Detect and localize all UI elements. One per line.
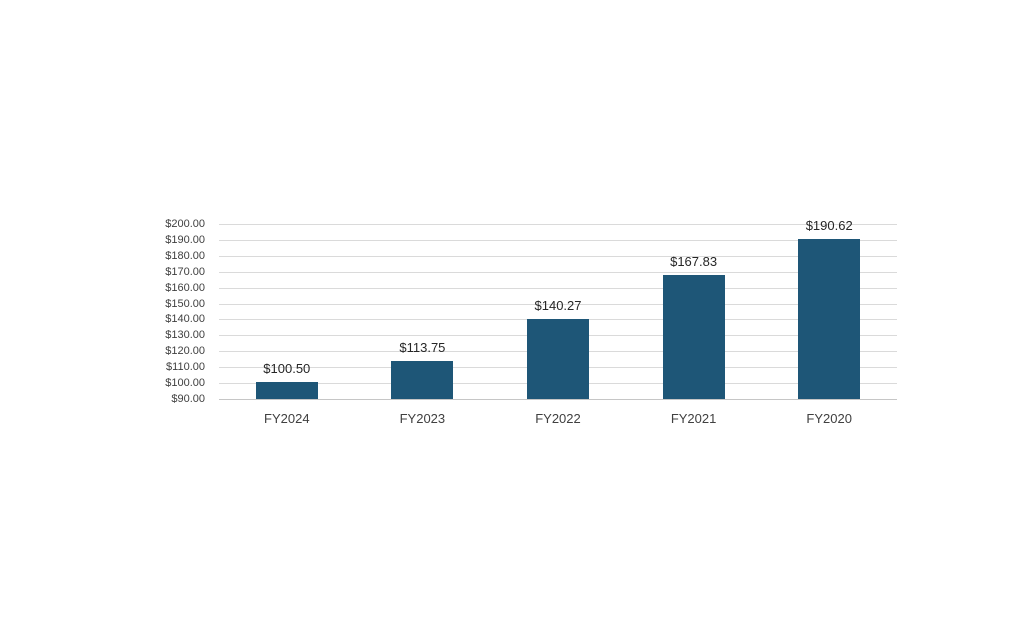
plot-area: $100.50 $113.75 $140.27 $167.83 $190.62 — [219, 218, 897, 400]
bar-value-label: $190.62 — [805, 217, 853, 233]
y-tick-label: $160.00 — [165, 281, 205, 294]
x-tick-label-fy2022: FY2022 — [535, 411, 581, 426]
y-tick-label: $200.00 — [165, 218, 205, 230]
y-axis: $200.00 $190.00 $180.00 $170.00 $160.00 $150.… — [0, 0, 205, 640]
y-tick-label: $140.00 — [165, 313, 205, 326]
bar-fy2021 — [662, 275, 725, 399]
gridline — [219, 303, 897, 305]
y-tick-label: $170.00 — [165, 265, 205, 278]
bar-value-label: $100.50 — [263, 361, 311, 377]
x-tick-label-fy2023: FY2023 — [399, 411, 446, 426]
bar-value-label: $167.83 — [670, 254, 718, 270]
y-tick-label: $130.00 — [165, 329, 205, 342]
gridline — [219, 287, 897, 289]
x-axis: FY2024 FY2023 FY2022 FY2021 FY2020 — [219, 411, 897, 431]
bar-value-label: $113.75 — [399, 340, 446, 356]
y-tick-label: $120.00 — [165, 345, 205, 358]
y-tick-label: $110.00 — [166, 361, 205, 374]
bar-value-label: $140.27 — [534, 298, 582, 314]
bar-fy2022 — [527, 319, 589, 399]
x-axis-line — [219, 399, 897, 400]
y-tick-label: $90.00 — [171, 393, 205, 405]
bar-fy2020 — [798, 238, 861, 399]
gridline — [219, 239, 897, 241]
gridline — [219, 255, 897, 257]
x-tick-label-fy2024: FY2024 — [264, 411, 310, 426]
y-tick-label: $150.00 — [165, 297, 205, 310]
bar-fy2023 — [391, 361, 454, 399]
y-tick-label: $190.00 — [165, 233, 205, 246]
y-tick-label: $180.00 — [165, 249, 205, 262]
gridline — [219, 224, 897, 225]
y-tick-label: $100.00 — [165, 377, 205, 390]
x-tick-label-fy2021: FY2021 — [670, 411, 717, 426]
x-tick-label-fy2020: FY2020 — [806, 411, 852, 426]
gridline — [219, 271, 897, 273]
bar-fy2024 — [255, 382, 318, 399]
